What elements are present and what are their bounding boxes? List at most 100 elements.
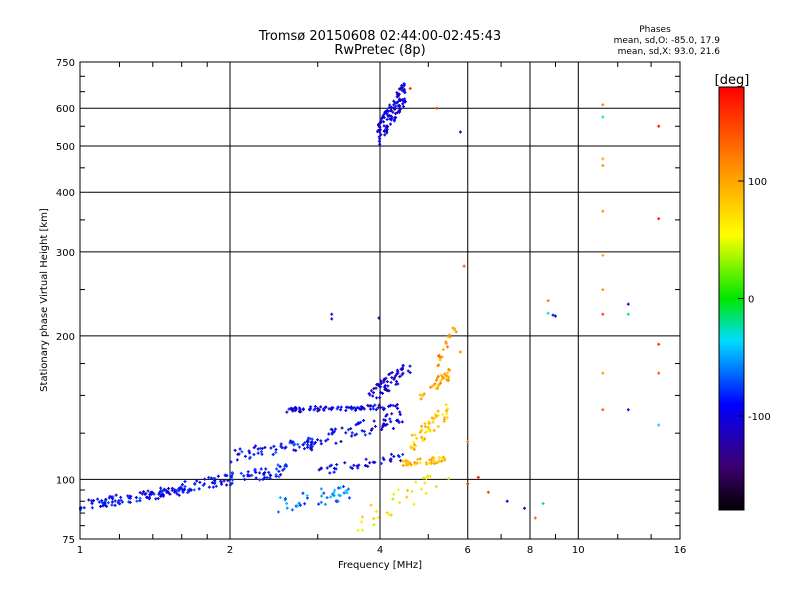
data-point — [447, 367, 451, 371]
data-point — [377, 139, 381, 143]
data-point — [381, 456, 385, 460]
data-point — [305, 496, 309, 500]
data-point — [354, 408, 358, 412]
data-point — [394, 374, 398, 378]
data-point — [399, 88, 403, 92]
data-point — [436, 409, 440, 413]
data-point — [342, 491, 346, 495]
data-points — [78, 82, 661, 533]
data-point — [386, 384, 390, 388]
data-point — [448, 335, 452, 339]
data-point — [626, 302, 630, 306]
data-point — [546, 311, 550, 315]
data-point — [239, 471, 243, 475]
data-point — [267, 470, 271, 474]
x-axis-label: Frequency [MHz] — [338, 560, 422, 571]
data-point — [414, 480, 418, 484]
x-tick-label: 2 — [227, 545, 233, 556]
data-point — [434, 414, 438, 418]
data-point — [379, 461, 383, 465]
data-point — [411, 440, 415, 444]
data-point — [291, 440, 295, 444]
data-point — [187, 489, 191, 493]
data-point — [385, 389, 389, 393]
data-point — [383, 133, 387, 137]
data-point — [349, 465, 353, 469]
y-tick-label: 500 — [56, 142, 75, 153]
data-point — [366, 464, 370, 468]
data-point — [146, 489, 150, 493]
data-point — [395, 101, 399, 105]
data-point — [129, 494, 133, 498]
data-point — [256, 451, 260, 455]
data-point — [134, 495, 138, 499]
data-point — [301, 491, 305, 495]
data-point — [389, 452, 393, 456]
data-point — [428, 429, 432, 433]
data-point — [346, 428, 350, 432]
data-point — [301, 407, 305, 411]
data-point — [453, 327, 457, 331]
data-point — [203, 477, 207, 481]
y-tick-label: 400 — [56, 188, 75, 199]
data-point — [382, 113, 386, 117]
data-point — [324, 439, 328, 443]
data-point — [385, 422, 389, 426]
data-point — [316, 409, 320, 413]
data-point — [626, 312, 630, 316]
data-point — [114, 493, 118, 497]
data-point — [231, 478, 235, 482]
data-point — [440, 355, 444, 359]
plot-frame — [79, 61, 681, 540]
data-point — [310, 437, 314, 441]
data-point — [419, 487, 423, 491]
data-point — [416, 457, 420, 461]
data-point — [392, 376, 396, 380]
data-point — [428, 458, 432, 462]
data-point — [389, 380, 393, 384]
data-point — [225, 483, 229, 487]
data-point — [379, 119, 383, 123]
data-point — [240, 450, 244, 454]
data-point — [389, 420, 393, 424]
data-point — [424, 491, 428, 495]
data-point — [367, 404, 371, 408]
data-point — [104, 497, 108, 501]
data-point — [363, 433, 367, 437]
data-point — [303, 502, 307, 506]
data-point — [362, 419, 366, 423]
data-point — [415, 461, 419, 465]
data-point — [154, 497, 158, 501]
data-point — [444, 403, 448, 407]
data-point — [90, 506, 94, 510]
data-point — [107, 496, 111, 500]
data-point — [336, 499, 340, 503]
data-point — [382, 129, 386, 133]
data-point — [272, 444, 276, 448]
data-point — [162, 487, 166, 491]
data-point — [443, 372, 447, 376]
data-point — [157, 492, 161, 496]
data-point — [369, 389, 373, 393]
data-point — [264, 467, 268, 471]
data-point — [405, 495, 409, 499]
data-point — [260, 452, 264, 456]
data-point — [446, 378, 450, 382]
data-point — [414, 444, 418, 448]
data-point — [248, 451, 252, 455]
data-point — [400, 368, 404, 372]
data-point — [398, 375, 402, 379]
data-point — [213, 479, 217, 483]
data-point — [201, 483, 205, 487]
y-tick-label: 100 — [56, 475, 75, 486]
data-point — [371, 394, 375, 398]
data-point — [402, 105, 406, 109]
data-point — [345, 491, 349, 495]
data-point — [394, 112, 398, 116]
data-point — [159, 489, 163, 493]
data-point — [436, 425, 440, 429]
data-point — [317, 408, 321, 412]
data-point — [246, 473, 250, 477]
data-point — [383, 384, 387, 388]
data-point — [302, 447, 306, 451]
